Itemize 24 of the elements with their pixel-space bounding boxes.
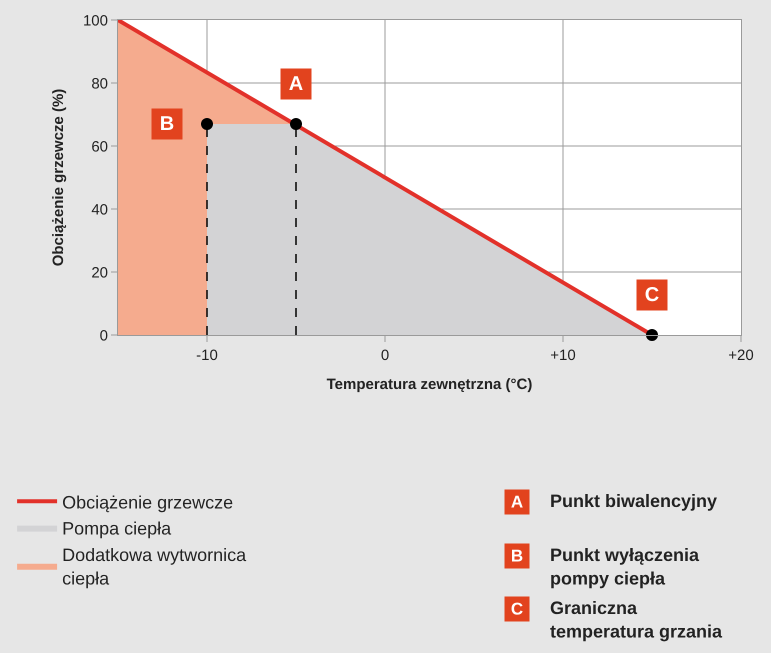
y-tick-label: 20 xyxy=(91,264,108,282)
text: Punkt wyłączenia pompy ciepła xyxy=(550,545,700,588)
y-tick-label: 60 xyxy=(91,138,108,156)
text: Graniczna temperatura grzania xyxy=(550,598,724,642)
legend-label: Dodatkowa wytwornica ciepła xyxy=(62,545,248,588)
legend-label: Obciążenie grzewcze xyxy=(62,492,234,512)
text: Punkt biwalencyjny xyxy=(550,491,718,511)
y-axis-title: Obciążenie grzewcze (%) xyxy=(50,88,68,266)
y-tick-label: 0 xyxy=(100,327,108,344)
x-tick-label: +10 xyxy=(550,347,576,364)
text: A xyxy=(510,492,524,512)
x-tick-label: 0 xyxy=(380,347,390,364)
x-tick-label: -10 xyxy=(196,347,218,364)
annotation: C xyxy=(644,284,660,306)
text: B xyxy=(510,546,524,566)
legend-label: Pompa ciepła xyxy=(62,518,172,539)
annotation: B xyxy=(160,113,174,135)
x-axis-title: Temperatura zewnętrzna (°C) xyxy=(326,376,532,393)
text: C xyxy=(510,600,524,618)
y-tick-label: 40 xyxy=(91,201,108,218)
annotation: A xyxy=(288,73,304,95)
y-tick-label: 100 xyxy=(82,12,108,30)
x-tick-label: +20 xyxy=(728,347,754,364)
y-tick-label: 80 xyxy=(91,75,108,92)
